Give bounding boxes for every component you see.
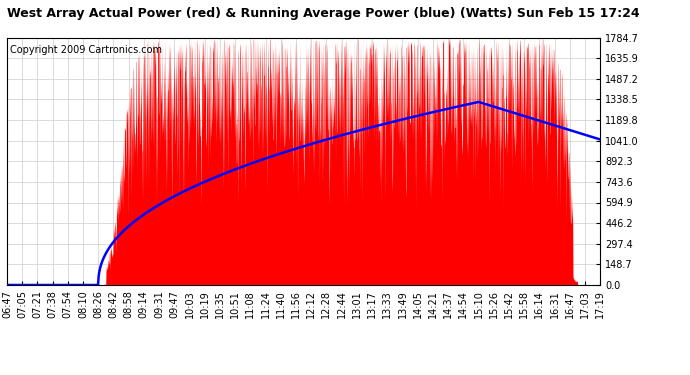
Text: Copyright 2009 Cartronics.com: Copyright 2009 Cartronics.com: [10, 45, 162, 55]
Text: West Array Actual Power (red) & Running Average Power (blue) (Watts) Sun Feb 15 : West Array Actual Power (red) & Running …: [7, 8, 640, 21]
